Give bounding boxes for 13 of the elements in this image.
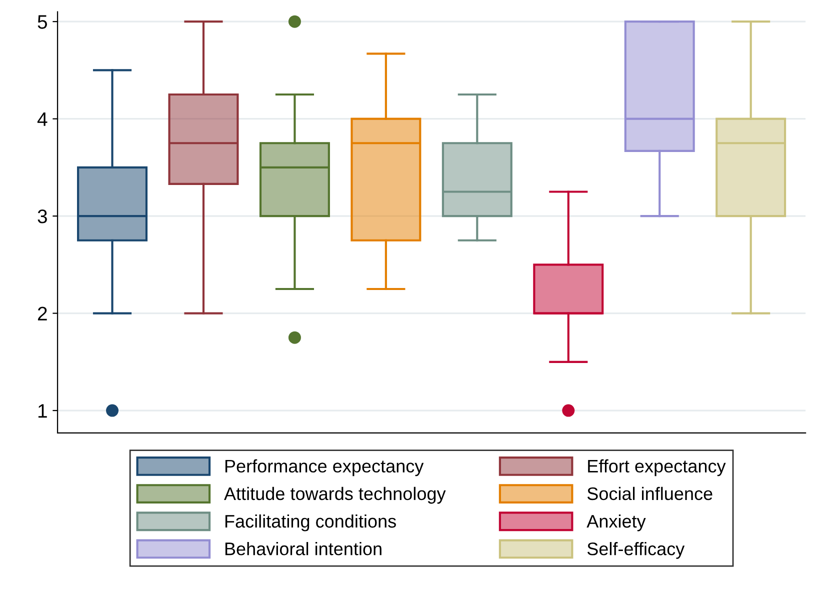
legend-label: Attitude towards technology: [224, 486, 446, 504]
legend-label: Performance expectancy: [225, 459, 424, 476]
y-tick-label: 3: [38, 210, 47, 224]
y-tick-label: 5: [38, 15, 48, 29]
y-tick-label: 2: [38, 306, 47, 320]
legend-label: Facilitating conditions: [225, 514, 396, 532]
legend-label: Effort expectancy: [588, 459, 726, 476]
legend-label: Behavioral intention: [225, 542, 382, 556]
legend-label: Self-efficacy: [587, 542, 685, 559]
legend-label: Social influence: [587, 486, 712, 500]
y-tick-label: 4: [37, 112, 48, 126]
y-tick-label: 1: [38, 404, 47, 418]
legend-label: Anxiety: [586, 514, 646, 532]
